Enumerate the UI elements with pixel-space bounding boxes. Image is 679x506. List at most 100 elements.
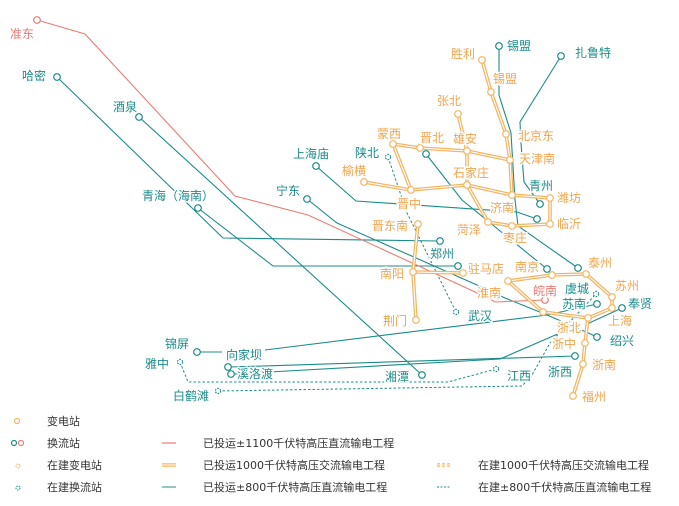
- converter-station-node: [214, 387, 222, 395]
- dc800-line: [306, 198, 598, 338]
- substation-node: [459, 269, 467, 277]
- dc800-planned-line: [179, 361, 497, 383]
- station-label: 青州: [529, 179, 553, 193]
- station-label: 胜利: [451, 46, 475, 61]
- station-label: 北京东: [518, 129, 554, 143]
- station-label: 虞城: [565, 282, 589, 296]
- dc800-planned-line: [217, 293, 597, 392]
- converter-station-node: [418, 371, 426, 379]
- station-label: 奉贤: [628, 297, 652, 311]
- station-label: 张北: [437, 94, 461, 108]
- ac1000-line-inner: [392, 143, 511, 161]
- station-label: 荆门: [383, 313, 407, 328]
- dc800-line: [264, 303, 598, 351]
- converter-station-node: [543, 265, 551, 273]
- station-label: 青海（海南）: [142, 188, 214, 203]
- substation-node: [508, 222, 516, 230]
- dc-lines: [36, 19, 623, 392]
- converter-station-node: [303, 195, 311, 203]
- dc800-line: [498, 46, 579, 269]
- substation-node: [582, 270, 590, 278]
- station-label: 蒙西: [377, 127, 401, 141]
- dc800-line: [56, 76, 441, 242]
- legend-ac1000-planned: 在建1000千伏特高压交流输电工程: [478, 458, 649, 472]
- substation-node: [581, 339, 589, 347]
- station-label: 湘潭: [385, 369, 409, 384]
- station-label: 南京: [515, 259, 539, 274]
- converter-station-node: [452, 308, 460, 316]
- station-label: 枣庄: [503, 230, 527, 245]
- converter-station-node: [593, 333, 601, 341]
- legend-dc800-built: 已投运±800千伏特高压直流输电工程: [203, 480, 387, 494]
- station-label: 石家庄: [453, 165, 489, 180]
- converter-station-node: [194, 204, 202, 212]
- station-label: 泰州: [588, 256, 612, 270]
- station-label: 溪洛渡: [237, 366, 273, 381]
- station-label: 皖南: [533, 283, 557, 298]
- converter-station-node: [571, 352, 579, 360]
- dc800-line: [315, 165, 538, 220]
- converter-station-node: [536, 200, 544, 208]
- substation-node: [463, 181, 471, 189]
- dc800-line: [233, 332, 561, 375]
- substation-node: [608, 304, 616, 312]
- substation-node: [487, 88, 495, 96]
- station-label: 晋北: [420, 131, 444, 145]
- station-label: 武汉: [468, 309, 492, 323]
- station-label: 晋东南: [372, 218, 408, 233]
- converter-1100-icon: [17, 439, 25, 447]
- substation-node: [502, 130, 510, 138]
- converter-icon: [10, 439, 18, 447]
- ac1000-line-inner: [392, 143, 412, 191]
- converter-station-node: [224, 363, 232, 371]
- substation-node: [409, 268, 417, 276]
- substation-node: [548, 271, 556, 279]
- converter-station-node: [454, 262, 462, 270]
- station-label: 酒泉: [113, 100, 137, 114]
- legend-dc800-planned: 在建±800千伏特高压直流输电工程: [478, 480, 651, 494]
- substation-node: [414, 220, 422, 228]
- converter-station-node: [618, 304, 626, 312]
- legend-dc1100-built: 已投运±1100千伏特高压直流输电工程: [203, 436, 394, 450]
- substation-node: [546, 194, 554, 202]
- dc800-line: [138, 116, 423, 376]
- station-label: 上海: [608, 313, 632, 328]
- dc800-line: [197, 207, 458, 267]
- station-label: 福州: [582, 389, 606, 404]
- converter-station-node: [176, 358, 184, 366]
- converter-station-node: [33, 16, 41, 24]
- converter-station-node: [384, 153, 392, 161]
- substation-node: [546, 220, 554, 228]
- converter-station-node: [422, 150, 430, 158]
- substation-node: [454, 110, 462, 118]
- station-label: 榆横: [342, 163, 366, 178]
- converter-station-node: [533, 215, 541, 223]
- station-label: 晋中: [397, 196, 421, 211]
- converter-station-node: [593, 300, 601, 308]
- station-label: 锡盟: [507, 38, 531, 53]
- substation-node: [416, 144, 424, 152]
- planned-substation-icon: [15, 463, 21, 469]
- substation-node: [579, 360, 587, 368]
- substation-node: [360, 178, 368, 186]
- converter-station-node: [53, 73, 61, 81]
- converter-station-node: [135, 113, 143, 121]
- ac1000-line-inner: [507, 273, 613, 319]
- station-label: 菏泽: [457, 223, 481, 237]
- station-label: 雄安: [453, 131, 477, 146]
- station-label: 上海庙: [293, 146, 329, 161]
- ac1000-line-inner: [572, 317, 589, 397]
- substation-node: [569, 392, 577, 400]
- substation-node: [484, 218, 492, 226]
- substation-node: [508, 191, 516, 199]
- station-label: 南阳: [380, 266, 404, 281]
- legend-converter: 换流站: [47, 436, 80, 450]
- station-label: 扎鲁特: [575, 45, 611, 60]
- converter-station-node: [592, 290, 600, 298]
- station-label: 哈密: [22, 68, 46, 83]
- substation-icon: [13, 417, 21, 425]
- station-label: 天津南: [519, 151, 555, 166]
- substation-node: [584, 314, 592, 322]
